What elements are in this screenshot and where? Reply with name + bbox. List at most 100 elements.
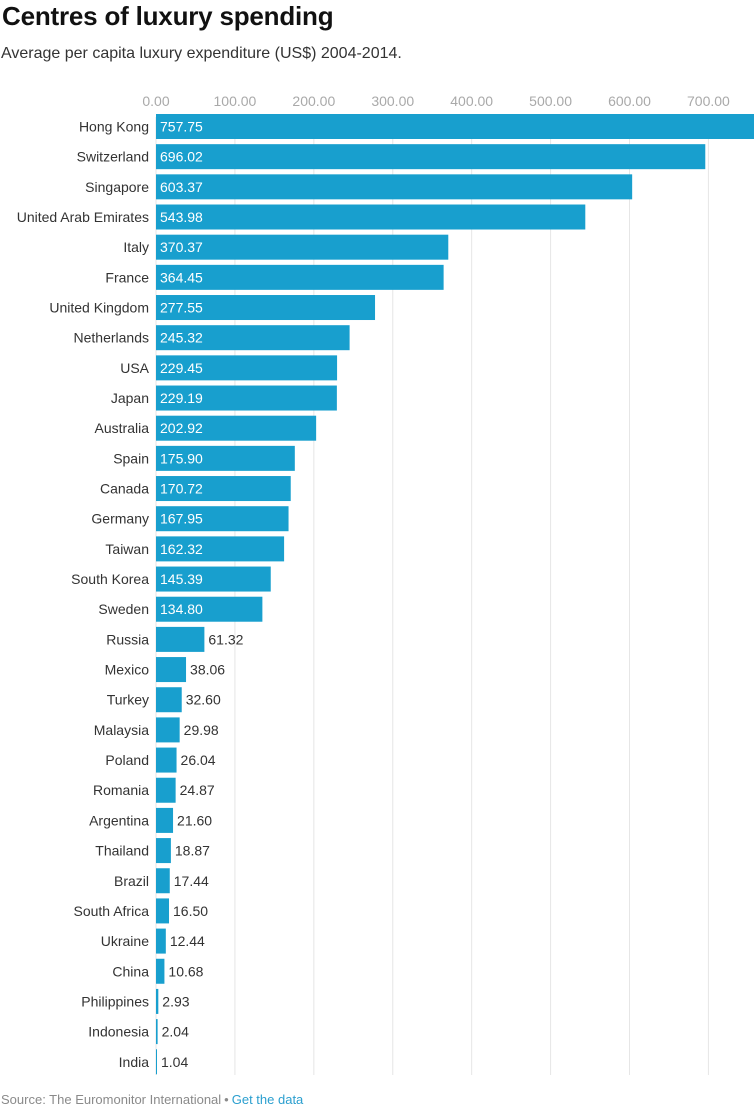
data-label: 757.75 [160,119,203,135]
data-label: 10.68 [168,963,203,979]
bar [156,264,444,290]
x-tick-label: 200.00 [292,93,335,109]
bar [156,687,182,713]
data-label: 245.32 [160,330,203,346]
category-label: Hong Kong [79,119,149,135]
data-label: 12.44 [170,933,205,949]
bar [156,325,350,351]
x-tick-label: 400.00 [450,93,493,109]
data-label: 543.98 [160,209,203,225]
data-label: 24.87 [180,782,215,798]
data-label: 134.80 [160,601,203,617]
bar [156,355,338,381]
get-data-link[interactable]: Get the data [231,1092,304,1107]
bar [156,536,285,562]
category-label: South Korea [71,571,149,587]
bar [156,114,754,139]
bar [156,1049,157,1075]
category-label: Argentina [89,812,149,828]
value-labels: 757.75 696.02 603.37 543.98 370.37 364.45 277.… [160,119,244,1070]
chart-title: Centres of luxury spending [2,1,334,31]
x-tick-label: 0.00 [142,93,169,109]
bar [156,838,171,864]
category-label: Malaysia [94,722,149,738]
bar [156,868,170,894]
bar [156,898,170,924]
category-label: Spain [113,450,149,466]
data-label: 162.32 [160,541,203,557]
chart-footer: Source: The Euromonitor International • Ge… [1,1092,303,1107]
bar [156,807,174,833]
category-label: USA [120,360,149,376]
category-label: Australia [95,420,150,436]
category-label: Thailand [95,843,149,859]
bar [156,445,295,471]
data-label: 145.39 [160,571,203,587]
data-label: 167.95 [160,511,203,527]
x-tick-label: 500.00 [529,93,572,109]
bar [156,204,586,230]
bar [156,415,317,441]
category-label: Germany [91,511,149,527]
data-label: 61.32 [208,631,243,647]
data-label: 21.60 [177,812,212,828]
x-axis-ticks: 0.00 100.00 200.00 300.00 400.00 500.00 600.00… [142,93,730,109]
category-label: Japan [111,390,149,406]
data-label: 29.98 [184,722,219,738]
category-label: Sweden [98,601,149,617]
category-label: Italy [123,239,149,255]
data-label: 1.04 [161,1054,188,1070]
category-label: Turkey [107,692,149,708]
category-label: United Arab Emirates [17,209,149,225]
bars [156,114,754,1075]
bar [156,777,176,803]
category-label: Philippines [81,993,149,1009]
category-label: Brazil [114,873,149,889]
data-label: 696.02 [160,149,203,165]
source-text: Source: The Euromonitor International [1,1092,222,1107]
data-label: 16.50 [173,903,208,919]
category-label: Netherlands [74,330,150,346]
x-tick-label: 700.00 [687,93,730,109]
category-label: Indonesia [88,1024,149,1040]
bar [156,928,166,954]
bar [156,747,177,773]
data-label: 170.72 [160,481,203,497]
x-tick-label: 300.00 [371,93,414,109]
category-label: China [112,963,149,979]
data-label: 229.45 [160,360,203,376]
x-tick-label: 100.00 [214,93,257,109]
data-label: 175.90 [160,450,203,466]
category-label: France [105,269,149,285]
data-label: 202.92 [160,420,203,436]
category-label: South Africa [74,903,150,919]
bar [156,626,205,652]
data-label: 38.06 [190,662,225,678]
bar [156,717,180,743]
bar [156,234,449,260]
bar [156,385,337,411]
x-tick-label: 600.00 [608,93,651,109]
data-label: 32.60 [186,692,221,708]
bar [156,596,263,622]
data-label: 277.55 [160,300,203,316]
category-label: Canada [100,481,149,497]
bar [156,1019,158,1045]
category-label: Poland [105,752,149,768]
data-label: 2.04 [162,1024,189,1040]
category-label: Singapore [85,179,149,195]
bar-chart: 0.00 100.00 200.00 300.00 400.00 500.00 600.00… [17,93,754,1075]
category-label: India [119,1054,150,1070]
data-label: 229.19 [160,390,203,406]
data-label: 17.44 [174,873,209,889]
footer-separator: • [224,1092,229,1107]
category-label: Ukraine [101,933,149,949]
bar [156,566,271,592]
bar [156,958,165,984]
bar [156,988,159,1014]
bar [156,476,291,502]
bar [156,174,633,200]
category-label: Romania [93,782,149,798]
data-label: 2.93 [162,993,189,1009]
category-label: Taiwan [105,541,149,557]
